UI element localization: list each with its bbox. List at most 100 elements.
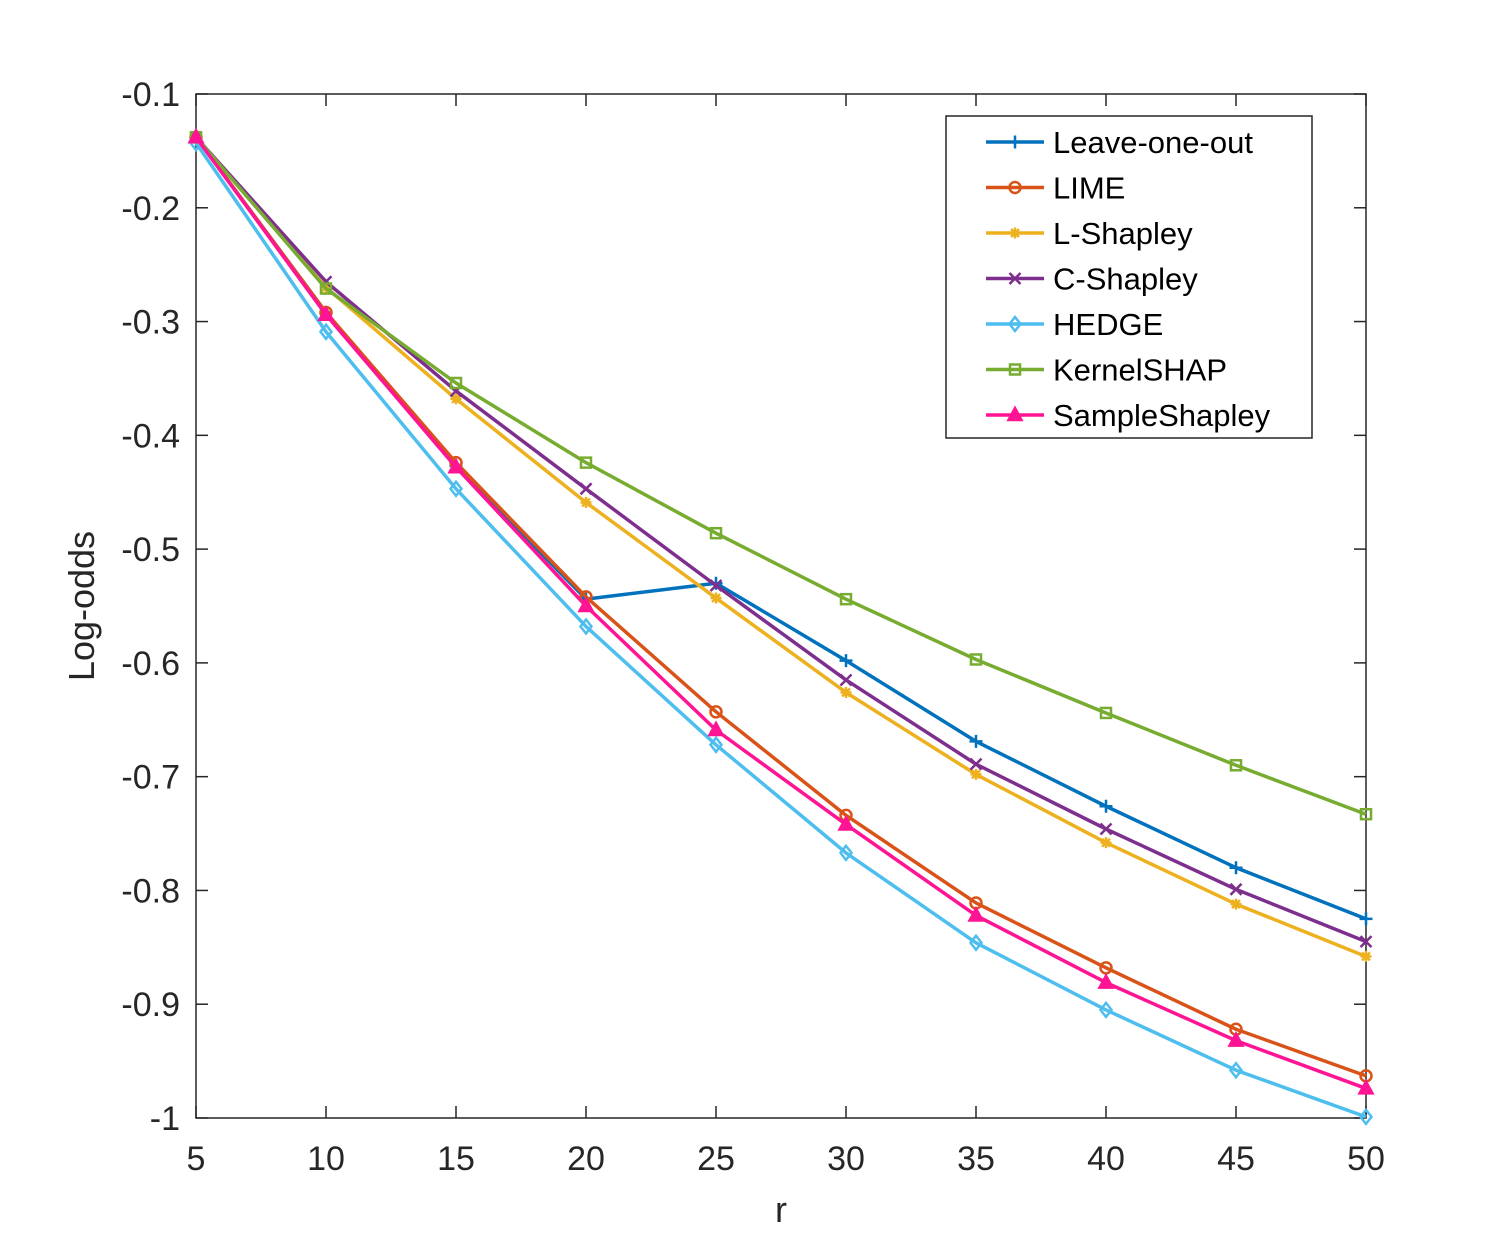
data-point-hedge — [1098, 1000, 1114, 1019]
data-point-hedge — [968, 933, 984, 952]
x-tick-label: 15 — [437, 1140, 475, 1178]
series-sampleshapley — [187, 127, 1375, 1095]
data-point-sampleshapley — [967, 905, 985, 922]
axis-ticks — [195, 93, 1367, 1119]
data-point-l-shapley — [580, 496, 592, 508]
data-point-kernelshap — [319, 282, 333, 295]
x-tick-label: 40 — [1087, 1140, 1125, 1178]
data-point-c-shapley — [579, 482, 593, 496]
legend-label: LIME — [1053, 171, 1125, 206]
data-point-kernelshap — [839, 592, 853, 606]
y-tick-label: -1 — [150, 1100, 180, 1138]
legend-items: Leave-one-out LIME L-Shapley C-Shapley HEDGE… — [986, 125, 1271, 433]
legend-item-leave-one-out: Leave-one-out — [986, 125, 1253, 160]
series-line-lime — [194, 136, 1367, 1078]
data-point-kernelshap — [709, 526, 723, 540]
y-axis-label: Log-odds — [61, 531, 102, 681]
legend-label: HEDGE — [1053, 307, 1163, 342]
data-point-hedge — [838, 843, 854, 862]
data-point-c-shapley — [969, 757, 983, 771]
data-point-hedge — [1358, 1107, 1374, 1126]
data-point-c-shapley — [1229, 882, 1243, 896]
data-point-sampleshapley — [577, 596, 595, 613]
legend-item-l-shapley: L-Shapley — [986, 216, 1193, 251]
x-tick-label: 25 — [697, 1140, 735, 1178]
legend-marker — [1009, 227, 1021, 239]
legend-item-kernelshap: KernelSHAP — [986, 353, 1227, 388]
legend-label: SampleShapley — [1053, 398, 1271, 433]
legend-item-hedge: HEDGE — [986, 307, 1163, 342]
x-tick-label: 45 — [1217, 1140, 1255, 1178]
data-point-sampleshapley — [1357, 1078, 1375, 1095]
series-line-kernelshap — [194, 136, 1367, 816]
legend: Leave-one-out LIME L-Shapley C-Shapley HEDGE… — [945, 115, 1313, 439]
data-point-l-shapley — [1230, 898, 1242, 910]
legend-item-c-shapley: C-Shapley — [986, 262, 1198, 297]
data-point-l-shapley — [450, 393, 462, 405]
legend-item-lime: LIME — [986, 171, 1125, 206]
data-point-leave-one-out — [1099, 799, 1113, 813]
x-tick-label: 35 — [957, 1140, 995, 1178]
data-point-kernelshap — [1099, 706, 1113, 720]
data-point-l-shapley — [970, 768, 982, 780]
data-point-l-shapley — [1360, 950, 1372, 962]
data-point-c-shapley — [1359, 935, 1373, 949]
legend-label: KernelSHAP — [1053, 353, 1227, 388]
y-tick-label: -0.4 — [121, 417, 180, 455]
legend-label: C-Shapley — [1053, 262, 1198, 297]
y-tick-label: -0.7 — [121, 759, 180, 797]
data-point-hedge — [448, 479, 464, 498]
legend-marker — [1008, 272, 1022, 285]
data-point-kernelshap — [1229, 759, 1243, 772]
legend-label: Leave-one-out — [1053, 125, 1253, 160]
data-point-sampleshapley — [707, 720, 725, 737]
legend-marker — [1007, 314, 1023, 334]
data-point-lime — [709, 705, 723, 719]
y-tick-label: -0.9 — [121, 986, 180, 1024]
x-axis-label: r — [775, 1189, 787, 1230]
x-tick-label: 5 — [187, 1140, 206, 1178]
y-tick-label: -0.8 — [121, 872, 180, 910]
series-hedge — [188, 133, 1374, 1126]
data-point-l-shapley — [840, 686, 852, 698]
series-line-l-shapley — [194, 136, 1367, 959]
data-point-c-shapley — [709, 579, 723, 592]
y-tick-label: -0.2 — [121, 190, 180, 228]
data-point-kernelshap — [449, 376, 463, 390]
series-l-shapley — [190, 131, 1372, 962]
x-tick-label: 50 — [1347, 1140, 1385, 1178]
y-tick-labels: -0.1 -0.2 -0.3 -0.4 -0.5 -0.6 -0.7 -0.8 -0.9 -1 — [121, 76, 180, 1138]
series-line-hedge — [194, 141, 1367, 1119]
data-point-sampleshapley — [317, 305, 335, 321]
data-point-sampleshapley — [837, 814, 855, 831]
y-tick-label: -0.3 — [121, 304, 180, 342]
x-tick-label: 20 — [567, 1140, 605, 1178]
legend-marker — [1008, 135, 1022, 149]
series-line-sampleshapley — [194, 136, 1367, 1091]
legend-marker — [1008, 180, 1022, 195]
y-tick-label: -0.1 — [121, 76, 180, 114]
data-point-l-shapley — [1100, 837, 1112, 849]
data-point-kernelshap — [969, 653, 983, 666]
x-tick-labels: 5 10 15 20 25 30 35 40 45 50 — [187, 1140, 1385, 1178]
data-point-kernelshap — [1359, 807, 1373, 821]
y-tick-label: -0.6 — [121, 645, 180, 683]
data-point-hedge — [578, 617, 594, 636]
data-point-sampleshapley — [1227, 1031, 1245, 1047]
legend-item-sampleshapley: SampleShapley — [986, 398, 1271, 433]
data-point-hedge — [1228, 1061, 1244, 1080]
data-point-hedge — [318, 322, 334, 341]
legend-label: L-Shapley — [1053, 216, 1193, 251]
series-kernelshap — [189, 130, 1373, 821]
y-tick-label: -0.5 — [121, 531, 180, 569]
data-point-sampleshapley — [1097, 972, 1115, 989]
series-lines — [187, 127, 1375, 1126]
x-tick-label: 30 — [827, 1140, 865, 1178]
data-point-leave-one-out — [969, 734, 983, 748]
data-point-c-shapley — [1099, 822, 1113, 836]
data-point-kernelshap — [579, 456, 593, 469]
data-point-l-shapley — [710, 592, 722, 604]
data-point-sampleshapley — [447, 457, 465, 474]
legend-marker — [1008, 363, 1022, 376]
